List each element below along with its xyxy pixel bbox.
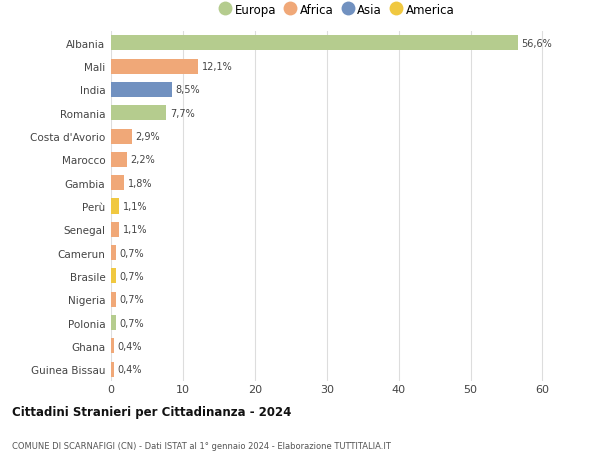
Text: 1,8%: 1,8% [128,178,152,188]
Bar [111,269,116,284]
Bar [111,199,119,214]
Bar [111,339,114,353]
Bar [111,83,172,98]
Text: 1,1%: 1,1% [122,225,147,235]
Text: 0,4%: 0,4% [118,364,142,375]
Bar [111,222,119,237]
Bar [111,292,116,307]
Bar [111,60,198,74]
Bar [111,315,116,330]
Text: Cittadini Stranieri per Cittadinanza - 2024: Cittadini Stranieri per Cittadinanza - 2… [12,405,292,418]
Text: 12,1%: 12,1% [202,62,232,72]
Text: COMUNE DI SCARNAFIGI (CN) - Dati ISTAT al 1° gennaio 2024 - Elaborazione TUTTITA: COMUNE DI SCARNAFIGI (CN) - Dati ISTAT a… [12,441,391,450]
Text: 0,7%: 0,7% [119,271,144,281]
Text: 2,9%: 2,9% [136,132,160,142]
Bar [111,246,116,261]
Bar [111,152,127,168]
Bar [111,362,114,377]
Bar [111,106,166,121]
Legend: Europa, Africa, Asia, America: Europa, Africa, Asia, America [218,1,457,19]
Text: 2,2%: 2,2% [130,155,155,165]
Bar [111,36,518,51]
Text: 0,7%: 0,7% [119,318,144,328]
Bar [111,129,132,144]
Text: 0,4%: 0,4% [118,341,142,351]
Text: 1,1%: 1,1% [122,202,147,212]
Text: 56,6%: 56,6% [521,39,553,49]
Text: 8,5%: 8,5% [176,85,200,95]
Bar [111,176,124,191]
Text: 0,7%: 0,7% [119,295,144,305]
Text: 0,7%: 0,7% [119,248,144,258]
Text: 7,7%: 7,7% [170,108,195,118]
